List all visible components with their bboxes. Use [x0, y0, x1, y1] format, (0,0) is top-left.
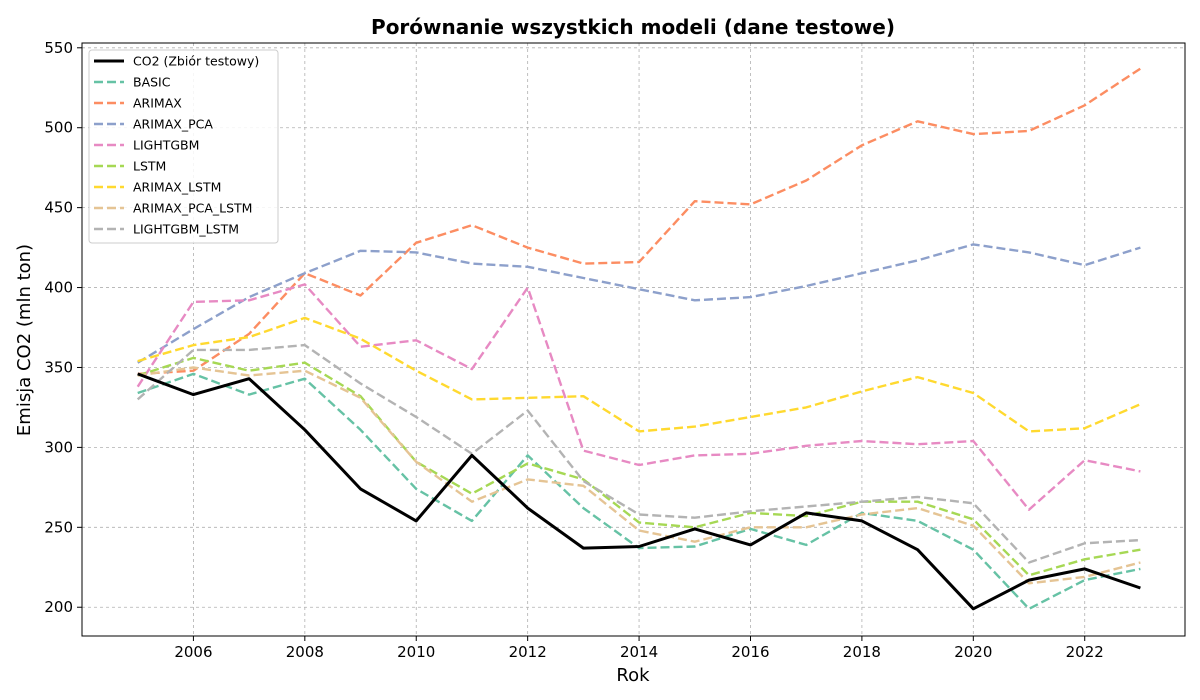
y-tick-label: 350 — [44, 358, 73, 376]
y-tick-label: 450 — [44, 199, 73, 217]
x-tick-label: 2016 — [731, 643, 769, 661]
y-tick-label: 500 — [44, 119, 73, 137]
x-tick-label: 2014 — [620, 643, 658, 661]
legend-label: LIGHTGBM_LSTM — [133, 222, 239, 237]
legend: CO2 (Zbiór testowy) BASIC ARIMAX ARIMAX_PCA… — [88, 49, 279, 244]
x-tick-label: 2020 — [954, 643, 992, 661]
plot-area-frame — [81, 42, 1186, 637]
chart-title: Porównanie wszystkich modeli (dane testo… — [371, 15, 895, 39]
y-tick-label: 250 — [44, 518, 73, 536]
legend-label: CO2 (Zbiór testowy) — [133, 54, 259, 69]
y-tick-label: 200 — [44, 598, 73, 616]
series-lines — [136, 67, 1142, 611]
x-axis-ticks: 2006 2008 2010 2012 2014 2016 2018 2020 2022 — [174, 636, 1104, 661]
y-tick-label: 550 — [44, 39, 73, 57]
x-tick-label: 2012 — [509, 643, 547, 661]
series-line-lstm — [137, 356, 1141, 577]
y-tick-label: 300 — [44, 438, 73, 456]
x-tick-label: 2006 — [174, 643, 212, 661]
series-line-arimax-lstm — [137, 316, 1141, 433]
x-tick-label: 2022 — [1066, 643, 1104, 661]
x-axis-label: Rok — [616, 665, 650, 686]
legend-label: ARIMAX_PCA_LSTM — [133, 201, 252, 216]
series-line-co2-zbi-r-testowy — [137, 372, 1141, 611]
y-axis-ticks: 200 250 300 350 400 450 500 550 — [44, 39, 82, 616]
series-line-arimax-pca-lstm — [137, 366, 1141, 585]
x-tick-label: 2018 — [843, 643, 881, 661]
legend-box — [88, 49, 279, 244]
series-line-lightgbm-lstm — [136, 343, 1141, 564]
series-line-basic — [137, 372, 1141, 610]
legend-label: LSTM — [133, 159, 166, 174]
y-axis-label: Emisja CO2 (mln ton) — [14, 244, 35, 436]
x-tick-label: 2008 — [286, 643, 324, 661]
x-tick-label: 2010 — [397, 643, 435, 661]
legend-label: ARIMAX — [133, 96, 182, 111]
series-line-lightgbm — [136, 283, 1141, 511]
series-line-arimax-pca — [137, 243, 1141, 364]
series-line-arimax — [137, 67, 1142, 376]
y-tick-label: 400 — [44, 279, 73, 297]
legend-label: LIGHTGBM — [133, 138, 199, 153]
grid — [82, 43, 1185, 636]
legend-label: BASIC — [133, 75, 171, 90]
legend-label: ARIMAX_LSTM — [133, 180, 221, 195]
legend-label: ARIMAX_PCA — [133, 117, 213, 132]
